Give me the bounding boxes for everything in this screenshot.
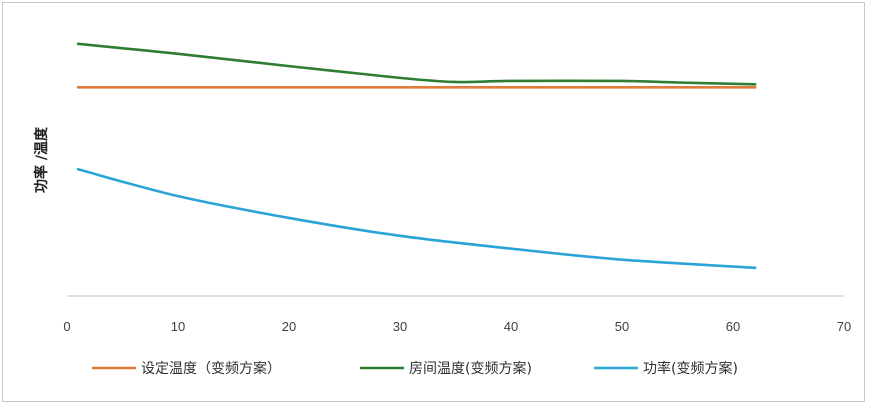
- plot-area: [76, 42, 757, 270]
- series-line-power: [76, 167, 757, 270]
- x-tick-label: 0: [63, 319, 70, 334]
- x-tick-label: 20: [282, 319, 296, 334]
- chart-frame: [2, 2, 865, 402]
- legend-label: 房间温度(变频方案): [409, 360, 532, 377]
- x-tick-label: 60: [726, 319, 740, 334]
- x-tick-labels: 0 10 20 30 40 50 60 70: [63, 319, 851, 334]
- x-tick-label: 30: [393, 319, 407, 334]
- series-line-room-temp: [76, 42, 757, 86]
- x-tick-label: 50: [615, 319, 629, 334]
- legend: 设定温度（变频方案） 房间温度(变频方案) 功率(变频方案): [92, 360, 738, 377]
- y-axis-label: 功率 /温度: [33, 126, 50, 193]
- x-tick-label: 40: [504, 319, 518, 334]
- legend-label: 功率(变频方案): [643, 360, 738, 377]
- x-tick-label: 10: [171, 319, 185, 334]
- x-tick-label: 70: [837, 319, 851, 334]
- legend-label: 设定温度（变频方案）: [141, 360, 281, 377]
